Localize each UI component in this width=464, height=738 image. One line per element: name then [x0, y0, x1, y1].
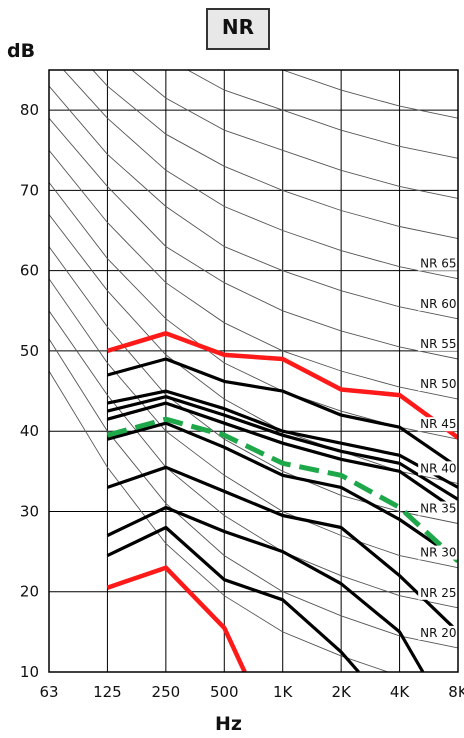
- nr-label-bg: [418, 336, 463, 351]
- nr-label-bg: [418, 296, 463, 311]
- nr-label-bg: [418, 417, 463, 432]
- nr-curve: [186, 70, 458, 159]
- nr-curve: [131, 70, 458, 199]
- measured-line: [106, 565, 247, 672]
- chart-title: NR: [221, 15, 255, 39]
- nr-curve: [49, 246, 458, 524]
- plot-area: [49, 70, 458, 672]
- y-tick-label: 70: [20, 181, 39, 199]
- nr-curve-label: NR 65: [420, 257, 456, 271]
- nr-curve: [49, 150, 458, 400]
- nr-curve: [49, 117, 458, 360]
- y-tick-label: 20: [20, 583, 39, 601]
- nr-curve-label: NR 55: [420, 337, 456, 351]
- measured-series: [106, 331, 458, 672]
- y-tick-label: 10: [20, 663, 39, 681]
- y-tick-label: 60: [20, 262, 39, 280]
- measured-line: [106, 421, 458, 561]
- measured-line: [106, 401, 458, 513]
- measured-line: [106, 416, 458, 564]
- nr-curve-label: NR 50: [420, 377, 456, 391]
- x-tick-label: 250: [152, 683, 181, 701]
- nr-curve-label: NR 35: [420, 501, 456, 515]
- x-tick-label: 1K: [273, 683, 294, 701]
- nr-label-bg: [418, 461, 463, 476]
- x-tick-label: 8K: [448, 683, 464, 701]
- nr-curve: [63, 70, 458, 280]
- x-axis-label: Hz: [215, 713, 242, 735]
- measured-line: [106, 465, 458, 634]
- measured-line: [106, 331, 458, 440]
- nr-curve: [281, 70, 458, 119]
- nr-curve-label: NR 60: [420, 297, 456, 311]
- y-axis-label: dB: [7, 40, 36, 62]
- chart-title-box: NR: [206, 8, 270, 50]
- nr-curve: [49, 370, 390, 672]
- nr-label-bg: [418, 545, 463, 560]
- nr-label-bg: [418, 377, 463, 392]
- x-tick-label: 63: [39, 683, 58, 701]
- y-tick-label: 40: [20, 422, 39, 440]
- measured-line: [106, 357, 458, 469]
- measured-line: [107, 395, 458, 501]
- nr-curve-label: NR 20: [420, 626, 456, 640]
- plot-frame: [48, 69, 459, 673]
- nr-label-bg: [418, 625, 463, 640]
- nr-curve-label: NR 25: [420, 586, 456, 600]
- nr-chart: NR 20 NR 25 NR 30 NR 35 NR 40 NR 45 NR 50 NR 55…: [20, 69, 464, 701]
- y-tick-label: 50: [20, 342, 39, 360]
- x-tick-label: 2K: [331, 683, 352, 701]
- tick-labels: NR 20 NR 25 NR 30 NR 35 NR 40 NR 45 NR 50 NR 55…: [20, 101, 464, 701]
- measured-line: [106, 525, 360, 672]
- nr-curve: [49, 338, 458, 649]
- x-tick-label: 4K: [390, 683, 411, 701]
- nr-label-bg: [418, 256, 463, 271]
- nr-curve: [49, 85, 458, 320]
- nr-curve-label: NR 30: [420, 546, 456, 560]
- y-tick-label: 30: [20, 502, 39, 520]
- x-tick-label: 500: [210, 683, 239, 701]
- nr-curve: [49, 278, 458, 569]
- measured-line: [107, 389, 458, 489]
- nr-label-bg: [418, 501, 463, 516]
- x-tick-label: 125: [93, 683, 122, 701]
- measured-line: [106, 505, 425, 672]
- nr-curve: [92, 70, 458, 240]
- nr-label-bg: [418, 585, 463, 600]
- nr-curve-label: NR 40: [420, 461, 456, 475]
- nr-curve-label: NR 45: [420, 417, 456, 431]
- y-tick-label: 80: [20, 101, 39, 119]
